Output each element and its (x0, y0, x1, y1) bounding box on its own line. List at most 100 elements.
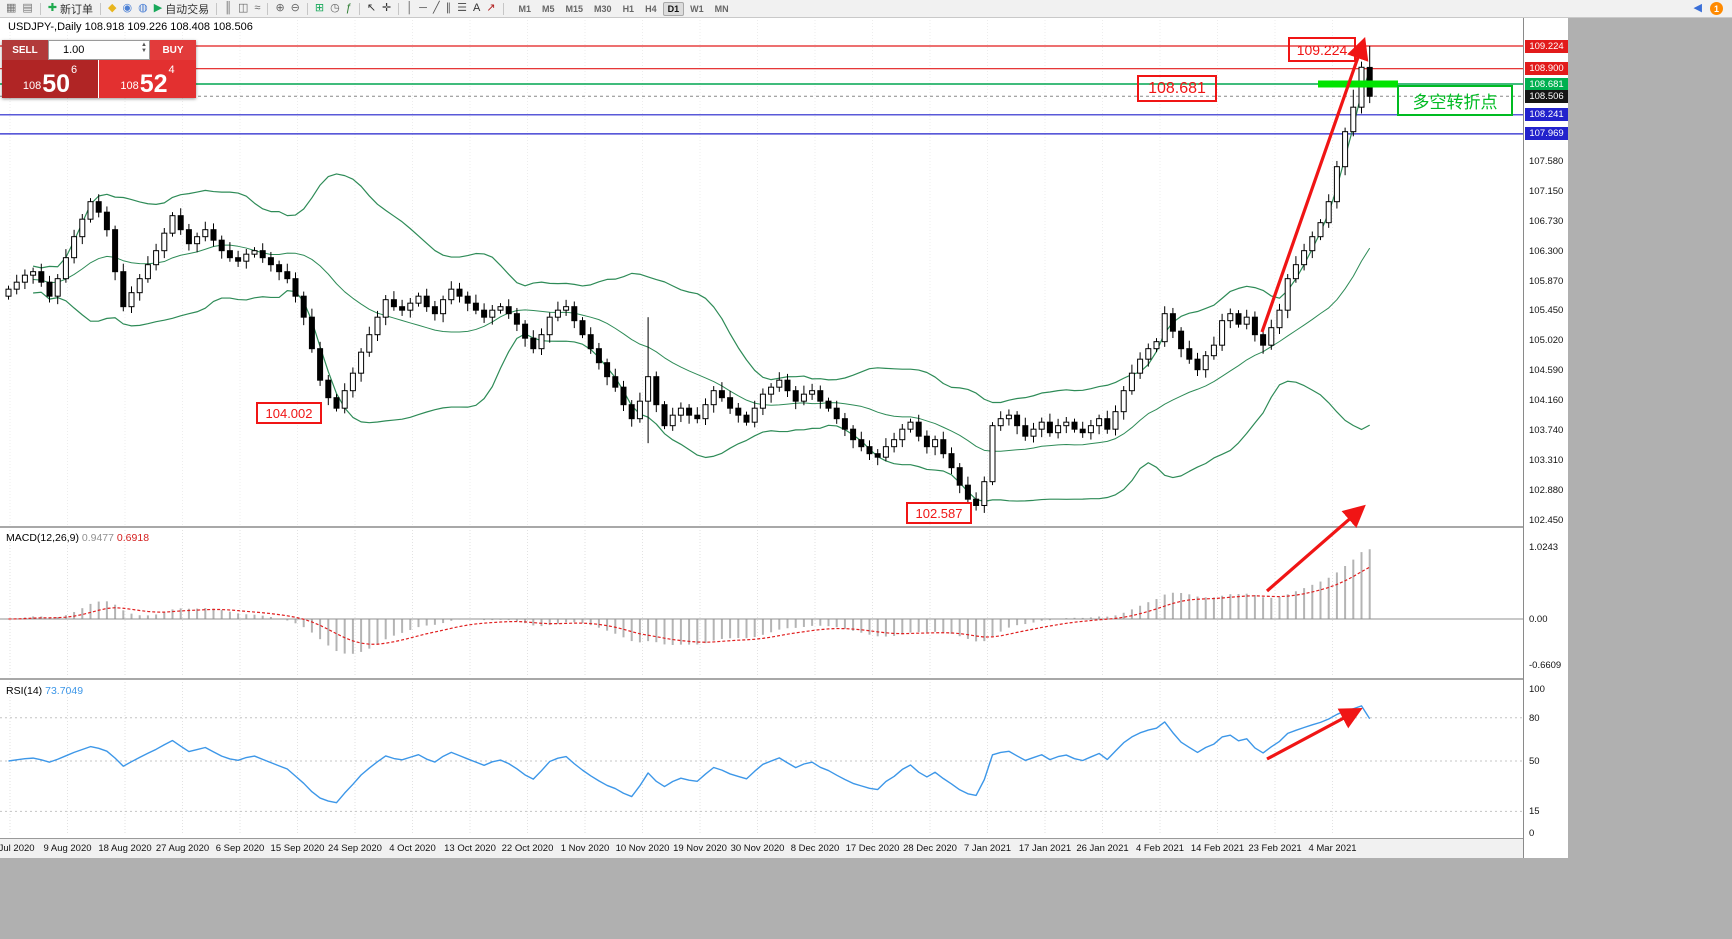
bar-chart-icon: ║ (224, 2, 232, 14)
timeframe-m1[interactable]: M1 (518, 3, 532, 14)
toolbar-separator (100, 2, 102, 15)
timeframe-m30[interactable]: M30 (594, 3, 612, 14)
turning-point-label[interactable]: 多空转折点 (1397, 85, 1513, 116)
timeframe-d1[interactable]: D1 (662, 1, 685, 16)
macd-scale-tick: 1.0243 (1529, 542, 1559, 554)
autotrading-button[interactable]: ▶ 自动交易 (151, 1, 212, 16)
notification-badge[interactable]: 1 (1710, 2, 1723, 15)
price-tick: 105.450 (1529, 305, 1564, 317)
timeframe-w1[interactable]: W1 (690, 3, 704, 14)
chart-back-icon[interactable]: ◀ (1691, 1, 1705, 16)
bar-chart-icon[interactable]: ║ (221, 1, 235, 16)
zoom-out-icon[interactable]: ⊖ (288, 1, 303, 16)
date-label: 13 Oct 2020 (444, 843, 496, 854)
bid-price-button[interactable]: 108 50 6 (2, 60, 99, 98)
trend-arrow[interactable] (1265, 504, 1366, 593)
crosshair-icon[interactable]: ✛ (379, 1, 394, 16)
price-annotation-box[interactable]: 108.681 (1137, 75, 1217, 102)
autotrading-icon: ▶ (153, 2, 163, 14)
tile-windows-icon[interactable]: ⊞ (312, 1, 327, 16)
text-icon[interactable]: A (470, 1, 483, 16)
new-order-button[interactable]: ✚ 新订单 (45, 1, 96, 16)
bid-sup: 6 (71, 64, 78, 76)
timeframe-m15[interactable]: M15 (565, 3, 584, 14)
toolbar-separator (398, 2, 400, 15)
timeframe-h4[interactable]: H4 (645, 3, 657, 14)
profiles-icon: ▤ (22, 2, 33, 14)
horizontal-line-icon[interactable]: ─ (416, 1, 430, 16)
price-tick: 105.020 (1529, 335, 1564, 347)
workspace-background (1568, 18, 1732, 939)
bid-big: 50 (42, 69, 71, 98)
text-icon: A (472, 2, 481, 14)
toolbar-items: ▦ ▤ ✚ 新订单 ◆ ◉ ◍ ▶ 自动交易 ║ ◫ ≈ ⊕ ⊖ ⊞ ◷ ƒ ↖ ✛ │ ─ ╱ ∥ ☰ A ↗ (3, 1, 508, 16)
indicators-icon[interactable]: ƒ (343, 1, 355, 16)
price-tick: 102.880 (1529, 485, 1564, 497)
rsi-scale-tick: 50 (1529, 756, 1540, 767)
arrows-icon[interactable]: ↗ (483, 1, 498, 16)
autotrading-button-label: 自动交易 (165, 3, 210, 16)
fibonacci-icon[interactable]: ☰ (454, 1, 470, 16)
timeframe-h1[interactable]: H1 (622, 3, 635, 14)
macd-main-value: 0.9477 (81, 532, 114, 544)
date-label: 4 Feb 2021 (1135, 843, 1185, 854)
new-chart-icon[interactable]: ▦ (3, 1, 19, 16)
trend-arrow[interactable] (1260, 36, 1369, 333)
date-label: 14 Feb 2021 (1190, 843, 1245, 854)
new-order-button-label: 新订单 (60, 3, 94, 16)
metaeditor-icon[interactable]: ◆ (105, 1, 119, 16)
candlestick-chart-icon[interactable]: ◫ (235, 1, 251, 16)
volume-down-icon[interactable]: ▼ (141, 48, 147, 54)
rsi-scale-tick: 80 (1529, 712, 1540, 724)
trendline-icon[interactable]: ╱ (430, 1, 443, 16)
macd-name: MACD(12,26,9) (6, 532, 79, 544)
date-label: 30 Nov 2020 (730, 843, 785, 854)
price-tick: 103.310 (1529, 454, 1564, 466)
ask-price-button[interactable]: 108 52 4 (99, 60, 196, 98)
trend-arrow[interactable] (1266, 707, 1363, 761)
rsi-scale-tick: 0 (1529, 828, 1535, 839)
date-label: 8 Dec 2020 (790, 843, 840, 854)
cursor-icon[interactable]: ↖ (364, 1, 379, 16)
timeframe-m5[interactable]: M5 (542, 3, 555, 14)
vertical-line-icon[interactable]: │ (403, 1, 416, 16)
candlestick-chart-icon: ◫ (237, 2, 249, 14)
line-chart-icon[interactable]: ≈ (251, 1, 263, 16)
profiles-icon[interactable]: ▤ (19, 1, 35, 16)
price-tick: 105.870 (1529, 275, 1564, 287)
date-label: 6 Sep 2020 (215, 843, 265, 854)
chart-canvas[interactable] (0, 18, 1523, 858)
fibonacci-icon: ☰ (457, 2, 467, 14)
price-annotation-box[interactable]: 104.002 (256, 402, 322, 424)
turning-point-highlight-bar[interactable] (1318, 80, 1398, 88)
timeframe-mn[interactable]: MN (714, 3, 729, 14)
volume-stepper[interactable]: 1.00 ▲ ▼ (48, 40, 150, 60)
terminal-icon[interactable]: ◍ (135, 1, 151, 16)
period-icon[interactable]: ◷ (327, 1, 343, 16)
price-tick: 103.740 (1529, 424, 1564, 436)
sell-button[interactable]: SELL (2, 40, 48, 60)
price-tag: 108.900 (1525, 62, 1568, 76)
price-scale[interactable]: 107.580 107.150 106.730 106.300 105.870 105.4… (1523, 18, 1568, 858)
strategy-tester-icon[interactable]: ◉ (120, 1, 136, 16)
buy-button[interactable]: BUY (150, 40, 196, 60)
indicators-icon: ƒ (345, 2, 352, 14)
volume-up-icon[interactable]: ▲ (141, 42, 147, 48)
zoom-in-icon[interactable]: ⊕ (272, 1, 287, 16)
price-annotation-box[interactable]: 109.224 (1288, 37, 1356, 62)
rsi-scale-tick: 15 (1529, 806, 1540, 818)
price-tag: 108.506 (1525, 89, 1568, 103)
price-annotation-box[interactable]: 102.587 (906, 502, 972, 524)
line-chart-icon: ≈ (254, 2, 261, 14)
rsi-label: RSI(14) 73.7049 (6, 685, 83, 697)
channel-icon[interactable]: ∥ (443, 1, 455, 16)
price-tick: 104.590 (1529, 365, 1564, 377)
price-tick: 102.450 (1529, 515, 1564, 527)
workspace-background-bottom (0, 858, 1568, 939)
macd-signal-value: 0.6918 (116, 532, 150, 544)
rsi-value: 73.7049 (45, 685, 84, 697)
macd-scale-tick: 0.00 (1529, 614, 1548, 625)
date-label: 9 Aug 2020 (43, 843, 92, 854)
vertical-line-icon: │ (406, 2, 414, 14)
